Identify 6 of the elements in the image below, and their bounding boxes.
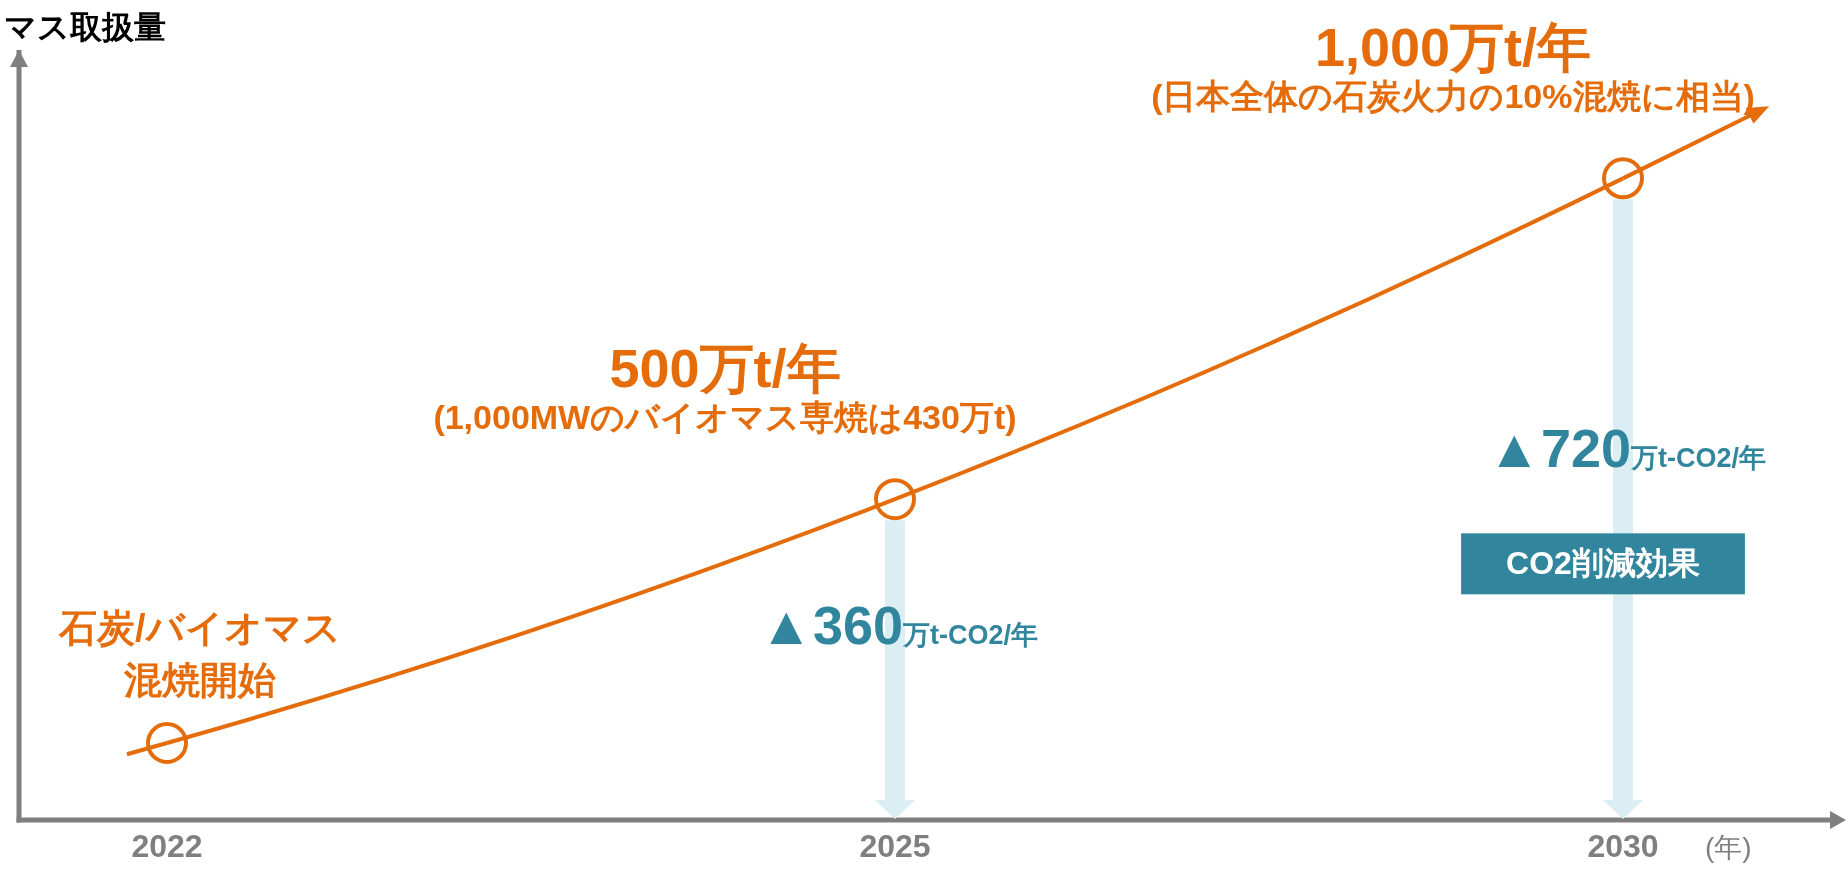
x-axis-title: (年) — [1705, 832, 1752, 863]
y-axis-title: マス取扱量 — [4, 9, 166, 45]
annotation: (1,000MWのバイオマス専焼は430万t) — [433, 398, 1017, 437]
annotation: 石炭/バイオマス混焼開始 — [59, 607, 341, 701]
annotation: ▲720万t-CO2/年 — [1487, 418, 1766, 479]
annotation: ▲360万t-CO2/年 — [759, 594, 1038, 655]
